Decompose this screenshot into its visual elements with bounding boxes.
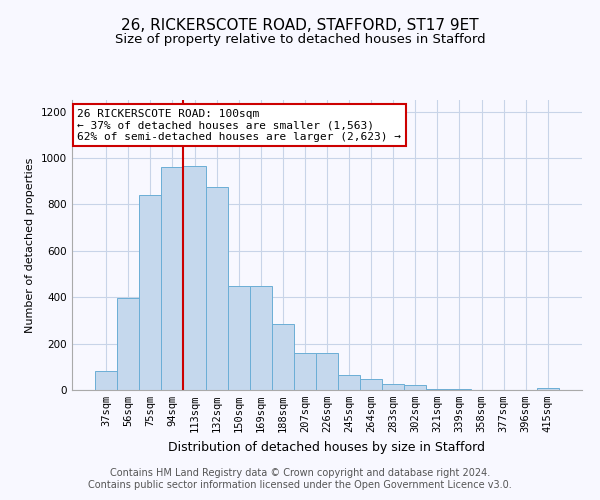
Bar [161, 168, 184, 390]
Text: 26 RICKERSCOTE ROAD: 100sqm
← 37% of detached houses are smaller (1,563)
62% of : 26 RICKERSCOTE ROAD: 100sqm ← 37% of det… [77, 108, 401, 142]
Bar [206, 187, 227, 390]
Bar [139, 195, 161, 390]
Bar [448, 389, 470, 390]
Bar [95, 372, 117, 390]
X-axis label: Distribution of detached houses by size in Stafford: Distribution of detached houses by size … [169, 440, 485, 454]
Text: 26, RICKERSCOTE ROAD, STAFFORD, ST17 9ET: 26, RICKERSCOTE ROAD, STAFFORD, ST17 9ET [121, 18, 479, 32]
Bar [294, 353, 316, 390]
Bar [117, 298, 139, 390]
Bar [184, 166, 206, 390]
Bar [338, 375, 360, 390]
Bar [227, 286, 250, 390]
Y-axis label: Number of detached properties: Number of detached properties [25, 158, 35, 332]
Bar [360, 379, 382, 390]
Bar [382, 384, 404, 390]
Text: Contains HM Land Registry data © Crown copyright and database right 2024.
Contai: Contains HM Land Registry data © Crown c… [88, 468, 512, 490]
Bar [404, 385, 427, 390]
Bar [537, 388, 559, 390]
Bar [250, 286, 272, 390]
Text: Size of property relative to detached houses in Stafford: Size of property relative to detached ho… [115, 32, 485, 46]
Bar [272, 324, 294, 390]
Bar [316, 353, 338, 390]
Bar [427, 389, 448, 390]
